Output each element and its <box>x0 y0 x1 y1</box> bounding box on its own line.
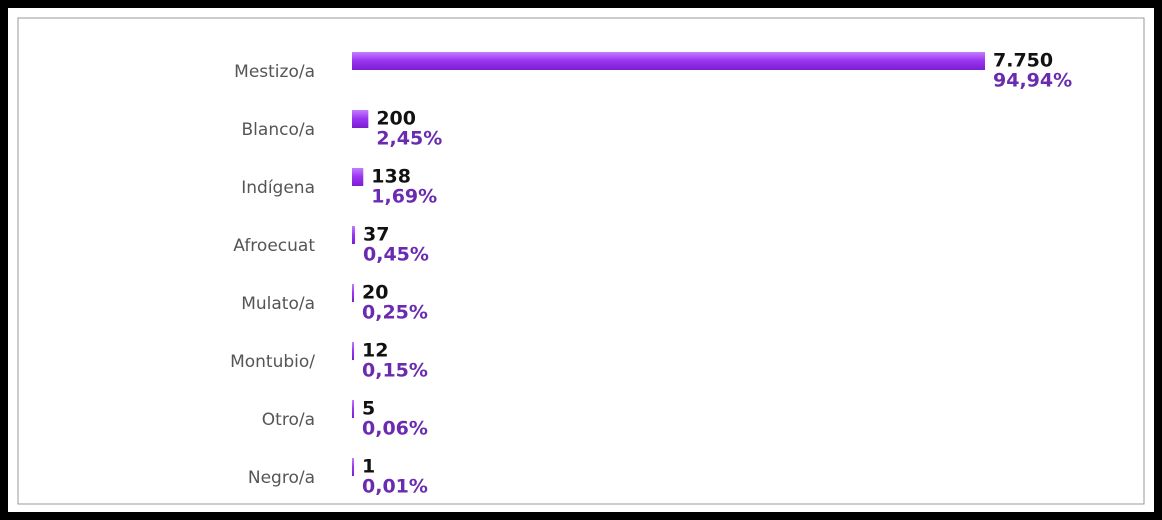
value-label: 138 <box>371 166 411 188</box>
share-label: 0,01% <box>362 476 428 498</box>
category-label: Otro/a <box>262 410 315 430</box>
share-label: 0,45% <box>363 244 429 266</box>
category-label: Mulato/a <box>241 294 315 314</box>
bar <box>352 400 354 418</box>
value-label: 12 <box>362 340 388 362</box>
bar <box>352 226 356 244</box>
share-label: 0,06% <box>362 418 428 440</box>
category-label: Negro/a <box>248 468 315 488</box>
share-label: 0,25% <box>362 302 428 324</box>
value-label: 7.750 <box>993 50 1053 72</box>
bar <box>352 458 354 476</box>
share-label: 2,45% <box>376 128 442 150</box>
bar <box>352 284 354 302</box>
value-label: 1 <box>362 456 375 478</box>
bar <box>352 110 369 128</box>
bar <box>352 342 354 360</box>
share-label: 94,94% <box>993 70 1072 92</box>
value-label: 200 <box>376 108 416 130</box>
inner-frame <box>17 17 1145 505</box>
value-label: 5 <box>362 398 375 420</box>
value-label: 20 <box>362 282 388 304</box>
category-label: Mestizo/a <box>234 62 315 82</box>
share-label: 1,69% <box>371 186 437 208</box>
value-label: 37 <box>363 224 389 246</box>
category-label: Afroecuat <box>233 236 315 256</box>
category-label: Montubio/ <box>230 352 315 372</box>
share-label: 0,15% <box>362 360 428 382</box>
bar <box>352 168 364 186</box>
category-label: Blanco/a <box>242 120 315 140</box>
category-label: Indígena <box>241 178 315 198</box>
bar <box>352 52 985 70</box>
